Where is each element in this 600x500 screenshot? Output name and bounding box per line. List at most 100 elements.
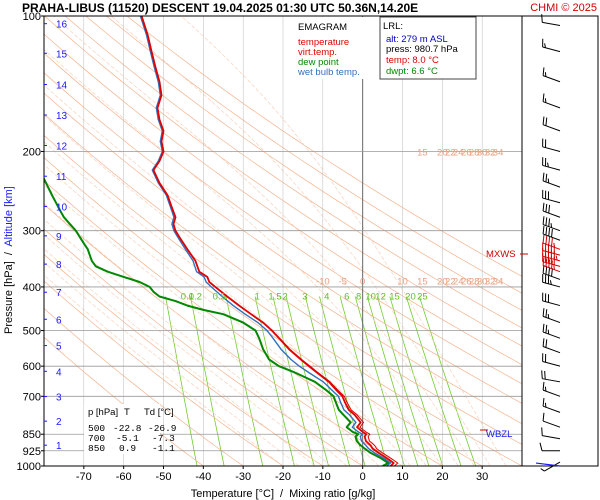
mixing-ratio-line <box>285 296 329 466</box>
legend: EMAGRAM temperature virt.temp. dew point… <box>294 17 378 79</box>
altitude-tick-label: 8 <box>56 260 62 271</box>
temperature-tick-label: -40 <box>195 471 211 483</box>
mixing-ratio-label: 2 <box>282 292 287 303</box>
level-table: p [hPa] T Td [°C] 500 -22.8 -26.9 700 -5… <box>84 404 177 454</box>
level-table-cell: -1.1 <box>152 443 175 454</box>
mixing-ratio-label: 0.1 <box>181 292 194 303</box>
dry-adiabat-line <box>106 16 522 294</box>
wind-barb-feather <box>542 397 545 407</box>
mixing-ratio-line <box>339 296 389 466</box>
wind-barb-feather <box>547 329 550 335</box>
level-table-cell: -22.8 <box>113 423 142 434</box>
altitude-tick-label: 15 <box>56 49 68 60</box>
adiabat-label: 24 <box>453 147 464 158</box>
adiabat-label: 24 <box>453 276 464 287</box>
adiabat-label: 0 <box>360 276 365 287</box>
mxws-label: MXWS <box>486 249 516 260</box>
altitude-tick-label: 12 <box>56 142 68 153</box>
level-markers: MXWS WBZL <box>480 249 528 440</box>
wind-barb-feather <box>555 255 558 261</box>
wind-barb-feather <box>542 225 545 235</box>
altitude-tick-label: 6 <box>56 315 62 326</box>
wind-barb-feather <box>542 202 545 212</box>
dry-adiabat-line <box>44 52 522 385</box>
wind-barbs <box>535 14 561 472</box>
mixing-ratio-label: 20 <box>405 292 416 303</box>
temperature-tick-label: 10 <box>396 471 408 483</box>
level-table-header-t: T <box>124 407 130 418</box>
wind-barb-feather <box>545 117 548 126</box>
wind-barb-feather <box>545 309 548 318</box>
dry-adiabat-line <box>44 72 522 404</box>
wind-barb-feather <box>542 338 545 347</box>
adiabat-label: 15 <box>417 276 428 287</box>
level-table-box <box>84 404 160 454</box>
mixing-ratio-line <box>319 296 366 466</box>
altitude-tick-label: 2 <box>56 417 62 428</box>
wind-barb-feather <box>540 468 545 472</box>
wind-barb-feather <box>542 67 545 76</box>
wbzl-label: WBZL <box>486 429 512 440</box>
wind-barb-feather <box>549 280 552 285</box>
adiabat-label: 30 <box>477 147 488 158</box>
legend-box <box>294 17 378 79</box>
altitude-tick-label: 10 <box>56 202 68 213</box>
mixing-ratio-line <box>376 296 430 466</box>
level-table-cell: 700 <box>88 433 105 444</box>
wind-barb-staff <box>542 420 561 428</box>
wind-barb-feather <box>551 268 553 277</box>
y-axis-title-altitude: Altitude [km] <box>3 186 15 247</box>
wind-barb-feather <box>542 172 545 181</box>
wind-barb-feather <box>542 412 545 422</box>
adiabat-label: 34 <box>493 276 504 287</box>
legend-item-dew-point: dew point <box>298 57 339 68</box>
mixing-ratio-label: 6 <box>344 292 349 303</box>
wind-barb-feather <box>553 242 555 248</box>
lrl-frame <box>379 16 477 80</box>
wind-barb-feather <box>545 339 548 348</box>
wind-barb-feather <box>544 370 546 380</box>
wind-barb-feather <box>545 217 548 226</box>
wind-barb-feather <box>542 308 545 317</box>
wind-barb-feather <box>539 442 543 451</box>
wind-barb-feather <box>548 227 551 237</box>
mixing-ratio-label: 25 <box>417 292 428 303</box>
profiles <box>44 16 399 466</box>
wind-barb-feather <box>553 265 555 270</box>
temperature-tick-label: 20 <box>436 471 448 483</box>
legend-item-wet-bulb: wet bulb temp. <box>297 67 360 78</box>
lrl-heading: LRL: <box>383 21 403 32</box>
mixing-ratio-line <box>165 296 198 466</box>
wind-barb-feather <box>545 235 548 245</box>
wind-barb-feather <box>548 204 551 214</box>
lrl-temperature: temp: 8.0 °C <box>386 55 439 66</box>
mixing-ratio-line <box>405 296 462 466</box>
level-table-cell: 850 <box>88 443 105 454</box>
legend-item-temperature: temperature <box>298 37 349 48</box>
mixing-ratio-label: 0.5 <box>213 292 226 303</box>
y-axis-title: Pressure [hPa] / Altitude [km] <box>3 186 15 334</box>
dry-adiabat-line <box>64 16 522 329</box>
wind-barb-feather <box>548 267 551 276</box>
wind-barb-feather <box>542 265 545 274</box>
altitude-tick-label: 14 <box>56 81 68 92</box>
mixing-ratio-label: 1 <box>254 292 259 303</box>
wind-barb-feather <box>545 324 548 334</box>
adiabat-label: 26 <box>461 147 472 158</box>
wind-barb-feather <box>541 427 543 436</box>
wind-barb-staff <box>544 461 561 472</box>
temperature-tick-label: 0 <box>360 471 366 483</box>
wind-barb-staff <box>542 101 561 109</box>
wind-barb-feather <box>545 226 548 236</box>
mixing-ratio-line <box>354 296 405 466</box>
copyright: CHMI © 2025 <box>530 2 597 14</box>
wind-barb-feather <box>544 43 547 48</box>
wet-bulb-line <box>139 16 392 466</box>
mixing-ratio-line <box>389 296 444 466</box>
adiabat-label: 28 <box>469 147 480 158</box>
temperature-tick-label: 30 <box>476 471 488 483</box>
adiabat-label: 22 <box>445 147 456 158</box>
wind-barb-feather <box>542 93 545 102</box>
wind-barb-feather <box>551 237 553 247</box>
